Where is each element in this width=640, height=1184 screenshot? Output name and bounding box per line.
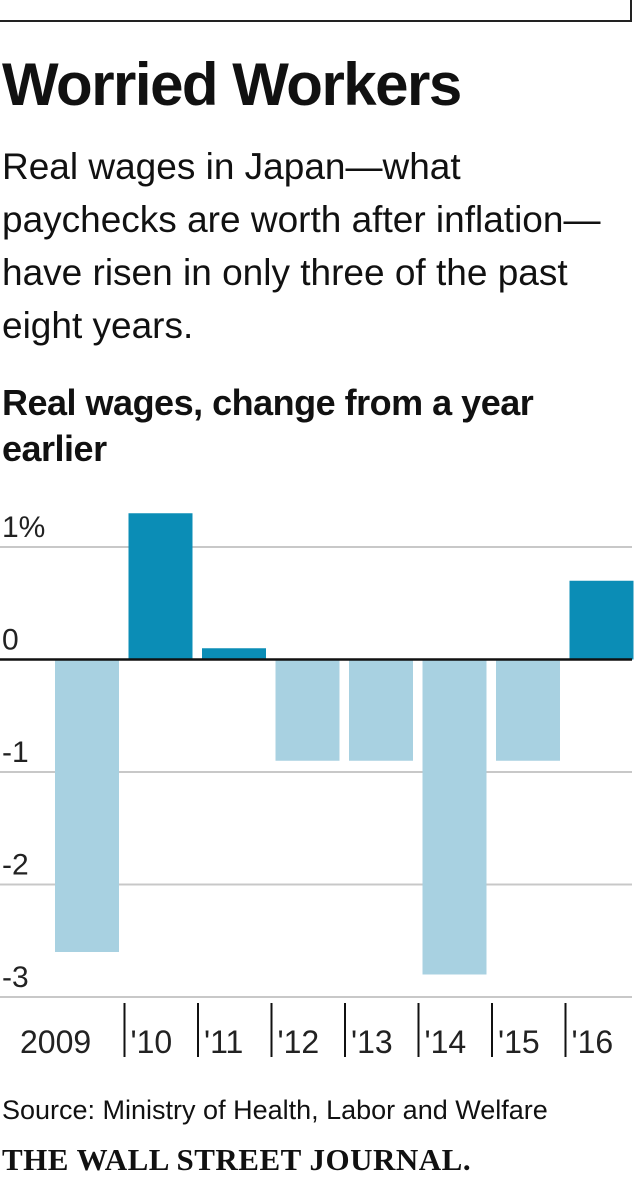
x-tick-label: '14 bbox=[425, 1024, 467, 1060]
y-tick-label: -1 bbox=[2, 736, 29, 769]
axes bbox=[0, 658, 632, 1057]
x-tick-label: '16 bbox=[572, 1024, 614, 1060]
x-tick-label: '11 bbox=[204, 1024, 243, 1060]
y-tick-label: -3 bbox=[2, 961, 29, 994]
chart-title: Real wages, change from a year earlier bbox=[2, 382, 534, 469]
top-rule bbox=[0, 20, 632, 22]
tick-labels: 1% 0 -1 -2 -3 2009 '10 '11 '12 '13 '14 '15 '16 bbox=[2, 511, 613, 1060]
bar-10 bbox=[128, 513, 193, 660]
x-tick-label: '12 bbox=[278, 1024, 320, 1060]
bar-13 bbox=[349, 659, 413, 761]
source-note: Source: Ministry of Health, Labor and We… bbox=[2, 1095, 548, 1125]
y-tick-label: -2 bbox=[2, 849, 29, 882]
x-tick-label: '10 bbox=[131, 1024, 173, 1060]
corner-tick bbox=[630, 0, 632, 22]
publication-logo: THE WALL STREET JOURNAL. bbox=[2, 1142, 472, 1177]
bar-11 bbox=[202, 648, 266, 660]
bar-16 bbox=[569, 580, 634, 660]
y-tick-label: 1% bbox=[2, 511, 45, 544]
bar-15 bbox=[496, 659, 560, 761]
chart-subtitle: Real wages in Japan—what paychecks are w… bbox=[2, 146, 601, 346]
bar-2009 bbox=[55, 659, 119, 952]
bar-14 bbox=[422, 659, 487, 975]
chart-headline: Worried Workers bbox=[2, 51, 462, 118]
bar-chart: 1% 0 -1 -2 -3 2009 '10 '11 '12 '13 '14 '15 '16 bbox=[0, 511, 634, 1060]
x-tick-label: '13 bbox=[351, 1024, 393, 1060]
bars bbox=[55, 513, 634, 975]
x-tick-label: '15 bbox=[498, 1024, 540, 1060]
x-tick-label: 2009 bbox=[20, 1024, 91, 1060]
y-tick-label: 0 bbox=[2, 624, 19, 657]
bar-12 bbox=[275, 659, 340, 761]
